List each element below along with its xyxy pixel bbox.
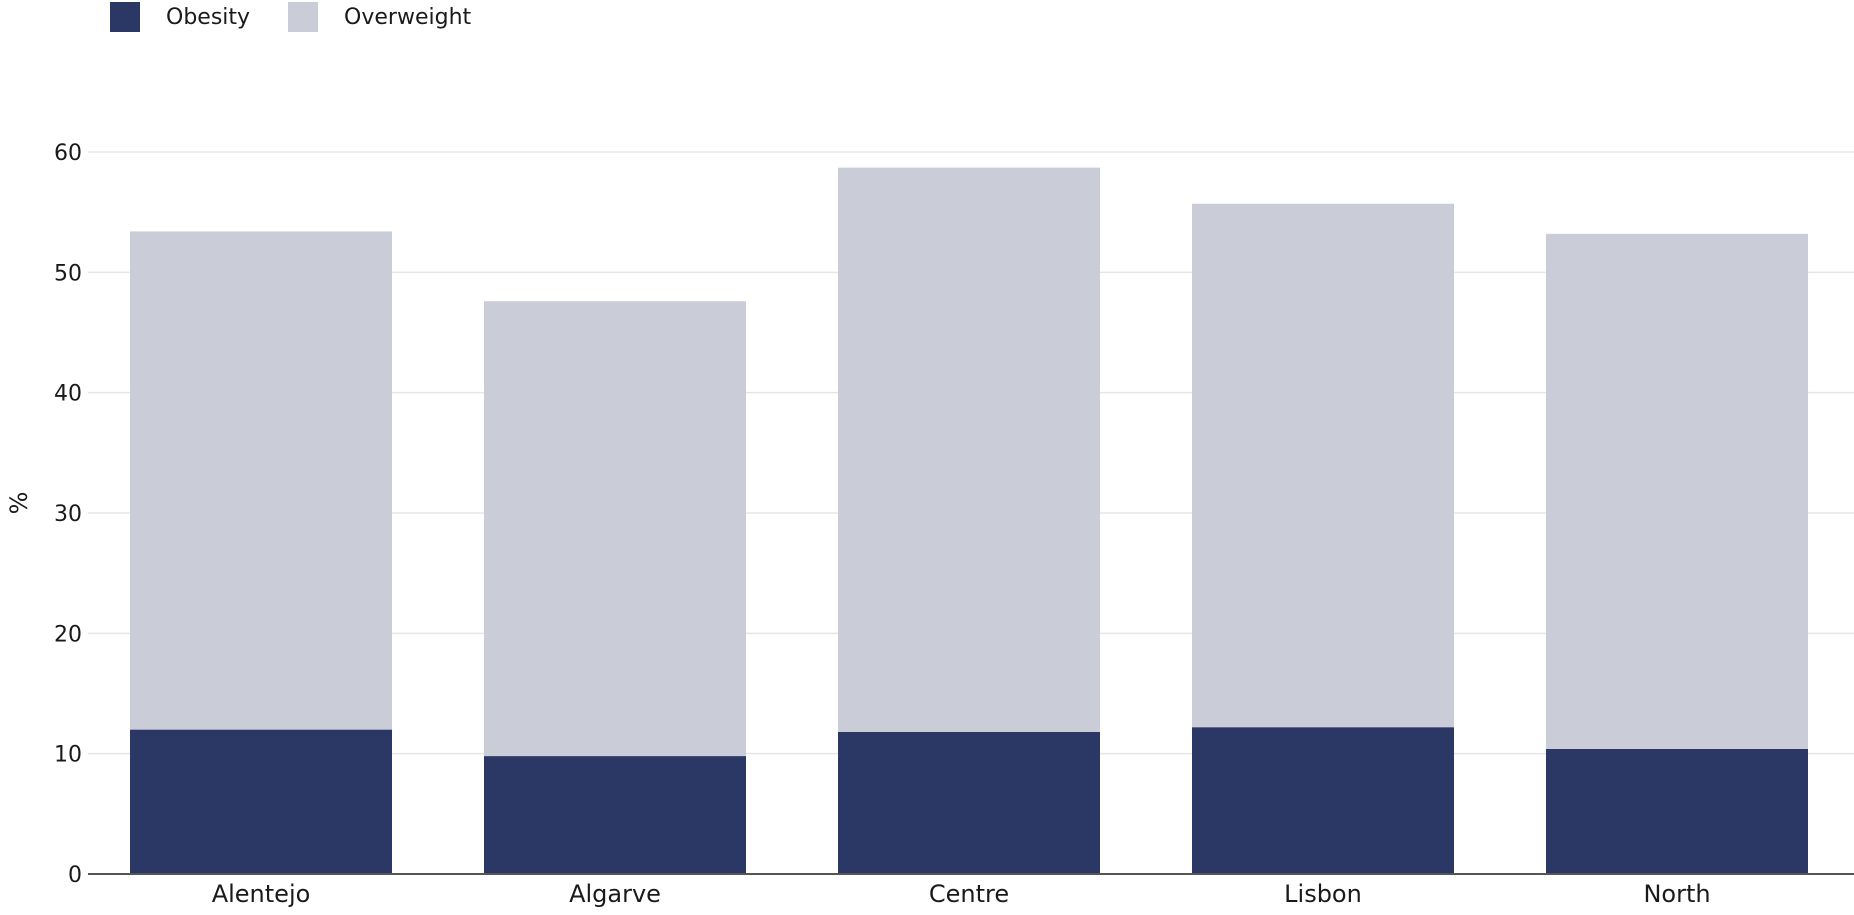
bar-obesity-alentejo bbox=[130, 729, 392, 874]
legend-label-overweight: Overweight bbox=[344, 4, 472, 30]
axes: 0 10 20 30 40 50 60 Alentejo Algarve Centre Lisbon… bbox=[54, 141, 1854, 908]
y-tick-label-20: 20 bbox=[54, 622, 82, 647]
y-tick-label-40: 40 bbox=[54, 382, 82, 407]
bar-overweight-lisbon bbox=[1192, 203, 1454, 728]
x-tick-label-algarve: Algarve bbox=[569, 880, 661, 908]
x-tick-label-centre: Centre bbox=[929, 880, 1009, 908]
bar-overweight-north bbox=[1546, 233, 1808, 749]
bar-overweight-alentejo bbox=[130, 231, 392, 730]
x-tick-label-north: North bbox=[1643, 880, 1710, 908]
legend-swatch-obesity bbox=[110, 2, 140, 32]
legend-item-overweight[interactable]: Overweight bbox=[288, 2, 471, 32]
legend-label-obesity: Obesity bbox=[166, 4, 251, 30]
chart-legend: Obesity Overweight bbox=[110, 0, 509, 34]
x-tick-label-alentejo: Alentejo bbox=[212, 880, 311, 908]
y-tick-label-60: 60 bbox=[54, 141, 82, 166]
bar-obesity-north bbox=[1546, 748, 1808, 874]
bar-overweight-centre bbox=[838, 167, 1100, 733]
y-axis-title: % bbox=[5, 492, 33, 515]
y-tick-label-10: 10 bbox=[54, 743, 82, 768]
y-tick-label-0: 0 bbox=[68, 863, 82, 888]
y-tick-label-30: 30 bbox=[54, 502, 82, 527]
legend-swatch-overweight bbox=[288, 2, 319, 32]
bars bbox=[130, 167, 1808, 874]
bar-obesity-lisbon bbox=[1192, 727, 1454, 874]
bar-overweight-algarve bbox=[484, 301, 746, 757]
bar-obesity-centre bbox=[838, 732, 1100, 874]
legend-item-obesity[interactable]: Obesity bbox=[110, 2, 250, 32]
x-tick-label-lisbon: Lisbon bbox=[1284, 880, 1362, 908]
bar-obesity-algarve bbox=[484, 756, 746, 874]
y-tick-label-50: 50 bbox=[54, 261, 82, 286]
